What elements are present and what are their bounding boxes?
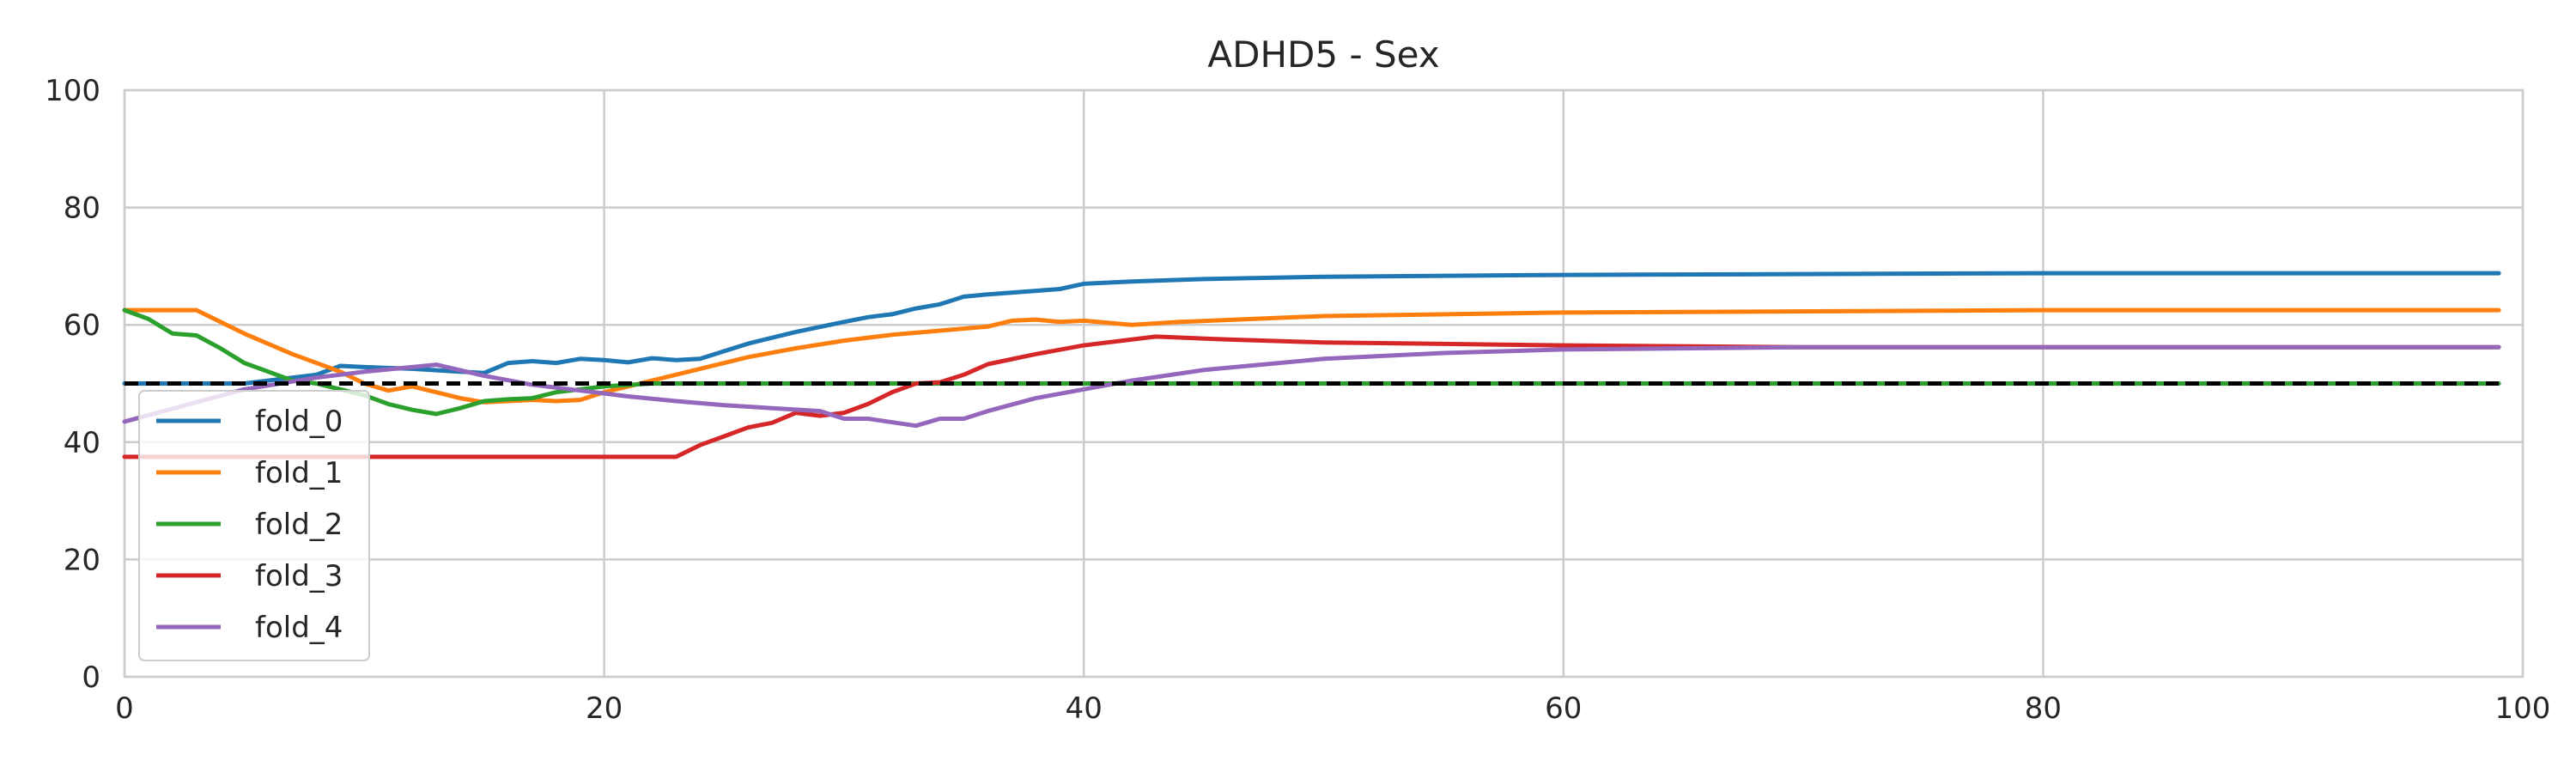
series-lines (122, 271, 2501, 460)
y-tick-label-100: 100 (45, 74, 100, 108)
x-tick-label-60: 60 (1545, 691, 1582, 726)
legend-label-fold_1: fold_1 (255, 456, 343, 490)
legend-label-fold_4: fold_4 (255, 611, 343, 645)
x-tick-label-0: 0 (115, 691, 134, 726)
legend-label-fold_3: fold_3 (255, 559, 343, 593)
series-line-fold_1 (122, 307, 2501, 405)
x-tick-label-40: 40 (1066, 691, 1103, 726)
x-tick-label-100: 100 (2495, 691, 2551, 726)
y-tick-label-80: 80 (64, 192, 100, 226)
x-tick-label-80: 80 (2025, 691, 2062, 726)
legend-label-fold_0: fold_0 (255, 405, 343, 439)
legend-label-fold_2: fold_2 (255, 508, 343, 542)
y-tick-label-60: 60 (64, 308, 100, 343)
series-line-fold_4 (122, 344, 2501, 429)
tick-labels: 0 20 40 60 80 100 0 20 40 60 80 100 (45, 74, 2550, 726)
legend-box (138, 390, 370, 661)
y-tick-label-0: 0 (82, 660, 100, 695)
x-tick-label-20: 20 (586, 691, 623, 726)
y-tick-label-40: 40 (64, 426, 100, 460)
legend: fold_0 fold_1 fold_2 fold_3 fold_4 (138, 390, 370, 661)
y-tick-label-20: 20 (64, 543, 100, 577)
series-line-fold_3 (122, 334, 2501, 460)
chart-title: ADHD5 - Sex (1207, 33, 1439, 76)
series-line-fold_2 (122, 307, 2501, 417)
